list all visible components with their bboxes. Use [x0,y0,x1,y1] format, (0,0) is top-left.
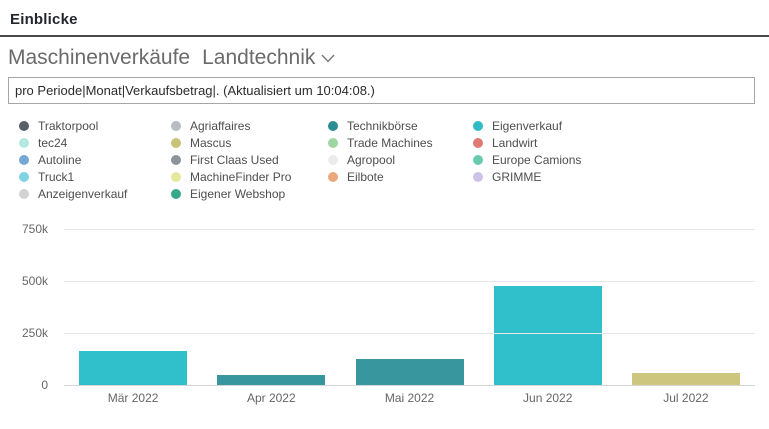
legend-column: Agriaffaires Mascus First Claas Used Machin… [171,117,328,202]
insight-subtitle: Landtechnik [202,46,316,69]
legend-label: tec24 [38,135,68,150]
bar-jul-2022[interactable] [631,373,740,385]
legend-dot-icon [171,137,181,148]
legend-item[interactable]: Mascus [171,134,328,151]
x-axis: Mär 2022 Apr 2022 Mai 2022 Jun 2022 Jul 2022 [64,391,755,405]
legend-label: GRIMME [492,169,542,184]
legend-item[interactable]: Europe Camions [473,151,769,168]
legend-item[interactable]: Eigenverkauf [473,117,769,134]
legend-label: Autoline [38,152,82,167]
legend-dot-icon [19,137,29,148]
legend-label: Eigenverkauf [492,118,563,133]
legend-dot-icon [473,154,483,165]
legend-dot-icon [19,171,29,182]
legend-label: Mascus [190,135,232,150]
legend-dot-icon [473,137,483,148]
bar-apr-2022[interactable] [217,375,326,385]
chevron-down-icon[interactable] [321,54,335,63]
x-tick-label: Apr 2022 [246,391,296,405]
legend-item[interactable]: Traktorpool [19,117,171,134]
legend-label: Agriaffaires [190,118,251,133]
legend-item[interactable]: Technikbörse [328,117,473,134]
legend-item[interactable]: Agropool [328,151,473,168]
legend-label: Truck1 [38,169,75,184]
legend-label: Anzeigenverkauf [38,186,128,201]
page-title: Einblicke [10,11,78,28]
legend-dot-icon [328,171,338,182]
bar-jun-2022[interactable] [493,286,602,385]
bars-container [64,229,755,385]
legend-dot-icon [328,137,338,148]
legend-label: Europe Camions [492,152,582,167]
x-tick-label: Jul 2022 [663,391,709,405]
legend-column: Eigenverkauf Landwirt Europe Camions GRIMME [473,117,769,185]
legend-item[interactable]: Eilbote [328,168,473,185]
x-tick-label: Mär 2022 [107,391,159,405]
legend-column: Traktorpool tec24 Autoline Truck1 Anzeigenve… [19,117,171,202]
legend-item[interactable]: tec24 [19,134,171,151]
bar-slot [202,229,340,385]
legend-label: Landwirt [492,135,538,150]
legend-dot-icon [19,188,29,199]
legend-item[interactable]: Eigener Webshop [171,185,328,202]
legend-dot-icon [473,120,483,131]
legend-item[interactable]: First Claas Used [171,151,328,168]
legend-dot-icon [171,188,181,199]
legend-item[interactable]: Agriaffaires [171,117,328,134]
bar-mai-2022[interactable] [355,359,464,385]
legend-label: Eigener Webshop [190,186,286,201]
legend-item[interactable]: Truck1 [19,168,171,185]
insight-title: Maschinenverkäufe [8,46,191,69]
gridline [64,281,755,282]
legend-label: MachineFinder Pro [190,169,292,184]
y-tick-label: 0 [41,378,48,392]
legend-dot-icon [328,120,338,131]
legend-dot-icon [328,154,338,165]
legend-dot-icon [19,120,29,131]
legend-dot-icon [19,154,29,165]
bar-chart: 750k 500k 250k 0 Mär 2022 Apr 2022 Mai 2022 Ju… [0,219,769,419]
legend-item[interactable]: Autoline [19,151,171,168]
panel-header: Einblicke [0,0,769,35]
x-tick-label: Mai 2022 [384,391,435,405]
legend-label: Trade Machines [347,135,433,150]
gridline [64,333,755,334]
legend-item[interactable]: Landwirt [473,134,769,151]
y-tick-label: 500k [21,274,48,288]
legend-dot-icon [171,120,181,131]
legend-dot-icon [171,154,181,165]
legend-item[interactable]: GRIMME [473,168,769,185]
legend-item[interactable]: Trade Machines [328,134,473,151]
header-divider [0,35,769,37]
legend-label: First Claas Used [190,152,279,167]
legend-label: Technikbörse [347,118,418,133]
x-tick-label: Jun 2022 [523,391,573,405]
chart-legend: Traktorpool tec24 Autoline Truck1 Anzeigenve… [19,117,769,202]
legend-dot-icon [171,171,181,182]
y-tick-label: 250k [21,326,48,340]
insight-selector[interactable]: Maschinenverkäufe Landtechnik [8,46,335,70]
legend-item[interactable]: Anzeigenverkauf [19,185,171,202]
legend-label: Traktorpool [38,118,99,133]
legend-dot-icon [473,171,483,182]
legend-item[interactable]: MachineFinder Pro [171,168,328,185]
gridline [64,229,755,230]
chart-plot-area [64,229,755,386]
legend-label: Eilbote [347,169,384,184]
bar-slot [64,229,202,385]
bar-slot [479,229,617,385]
query-input[interactable] [8,77,755,104]
gridline [64,385,755,386]
bar-slot [617,229,755,385]
legend-column: Technikbörse Trade Machines Agropool Eilbot… [328,117,473,185]
bar-slot [340,229,478,385]
bar-mär-2022[interactable] [79,351,188,385]
y-tick-label: 750k [21,222,48,236]
legend-label: Agropool [347,152,396,167]
